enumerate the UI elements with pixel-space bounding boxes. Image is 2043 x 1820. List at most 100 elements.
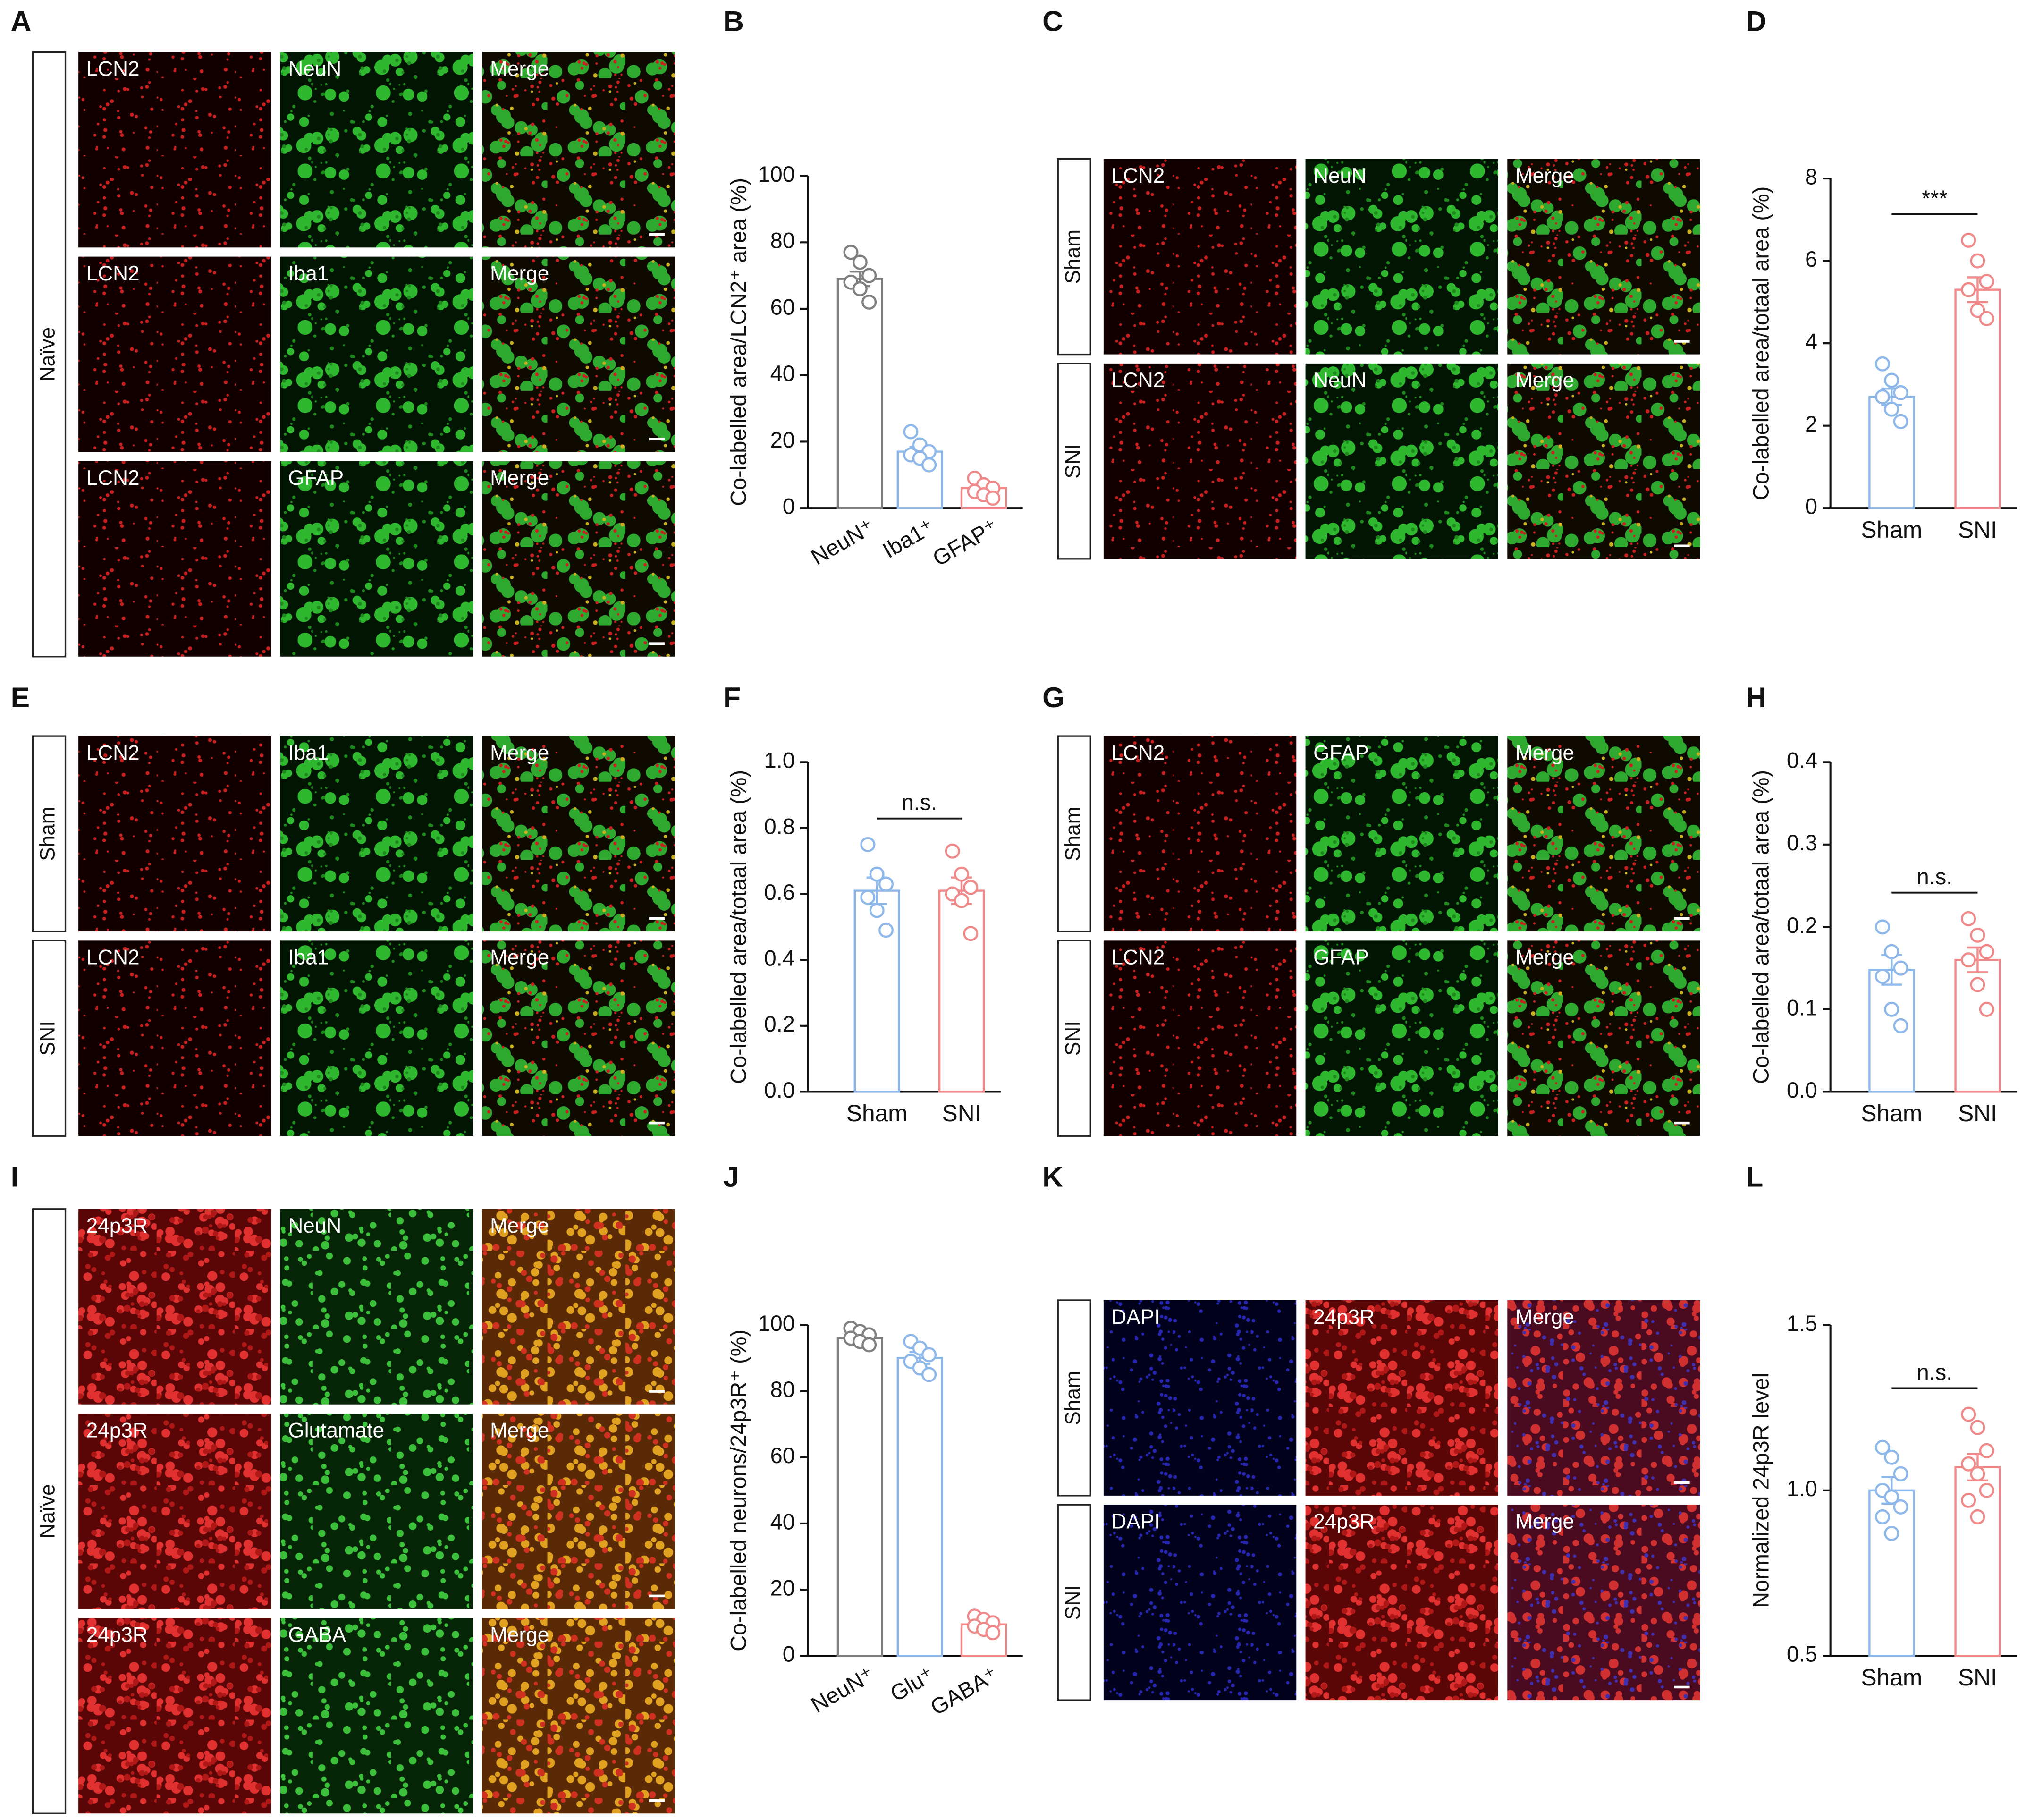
y-tick-label: 0.0 (1787, 1078, 1817, 1102)
y-tick-label: 20 (770, 428, 795, 452)
panel-letter: A (11, 5, 32, 37)
bar (836, 1337, 883, 1657)
bar (896, 1357, 943, 1657)
data-point (1961, 232, 1976, 248)
data-point (985, 1625, 1001, 1641)
data-point (1875, 919, 1891, 935)
micrograph (1103, 159, 1297, 355)
x-tick-label: SNI (1958, 516, 1997, 543)
data-point (1961, 1492, 1976, 1508)
micrograph (482, 940, 675, 1136)
micrograph (1305, 1300, 1498, 1496)
channel-label: GABA (288, 1624, 346, 1647)
channel-label: Merge (1515, 741, 1574, 764)
micrograph (1507, 940, 1700, 1136)
micrograph (78, 1209, 271, 1405)
bar (853, 889, 900, 1093)
data-point (861, 294, 877, 310)
x-tick-label: Sham (846, 1100, 908, 1126)
data-point (1884, 401, 1899, 417)
channel-label: Merge (1515, 369, 1574, 392)
channel-label: Merge (490, 262, 549, 285)
micrograph (482, 1414, 675, 1609)
panel-letter: C (1042, 5, 1063, 37)
micrograph (482, 461, 675, 657)
data-point (1970, 1420, 1985, 1435)
data-point (1979, 311, 1994, 326)
micrograph (1305, 940, 1498, 1136)
micrograph (1305, 1505, 1498, 1701)
data-point (1893, 414, 1908, 429)
data-point (1893, 960, 1908, 976)
micrograph (1507, 1300, 1700, 1496)
channel-label: 24p3R (86, 1624, 148, 1647)
micrograph (1507, 363, 1700, 559)
data-point (921, 457, 937, 473)
data-point (1884, 1001, 1899, 1017)
y-tick-label: 0 (783, 494, 795, 519)
y-tick-label: 1.0 (1787, 1476, 1817, 1501)
significance-label: *** (1922, 186, 1948, 211)
group-box (1057, 940, 1091, 1137)
group-label: Sham (1061, 806, 1084, 861)
data-point (921, 1367, 937, 1382)
y-axis-title: Co-labelled area/LCN2⁺ area (%) (726, 178, 751, 506)
y-tick-label: 0.8 (764, 814, 795, 838)
y-tick-label: 4 (1805, 330, 1817, 354)
y-tick-label: 2 (1805, 412, 1817, 436)
micrograph (78, 256, 271, 452)
group-label: SNI (36, 1021, 59, 1056)
channel-label: Merge (490, 946, 549, 969)
panel-letter: J (723, 1160, 739, 1193)
data-point (1893, 1466, 1908, 1481)
data-point (963, 926, 979, 941)
y-tick-label: 0.2 (1787, 913, 1817, 938)
channel-label: Merge (1515, 1510, 1574, 1533)
group-label: SNI (1061, 1585, 1084, 1620)
group-box (1057, 158, 1091, 356)
x-tick-label: Sham (1861, 1100, 1922, 1126)
y-tick-label: 1.5 (1787, 1311, 1817, 1336)
bar (938, 889, 985, 1093)
micrograph (280, 461, 473, 657)
data-point (1884, 372, 1899, 388)
y-tick-label: 0.4 (1787, 748, 1817, 773)
channel-label: Merge (490, 58, 549, 81)
group-box (1057, 1299, 1091, 1497)
channel-label: Merge (490, 1419, 549, 1442)
data-point (1884, 1449, 1899, 1465)
channel-label: GFAP (288, 466, 344, 490)
data-point (921, 1347, 937, 1363)
significance-label: n.s. (902, 790, 937, 815)
micrograph (1507, 1505, 1700, 1701)
group-box (1057, 735, 1091, 932)
data-point (1970, 977, 1985, 992)
y-tick-label: 100 (758, 1311, 795, 1336)
data-point (1979, 944, 1994, 959)
data-point (1970, 1509, 1985, 1524)
data-point (1884, 944, 1899, 959)
channel-label: LCN2 (86, 466, 140, 490)
y-tick-label: 1.0 (764, 748, 795, 773)
panel-letter: H (1746, 681, 1766, 713)
data-point (1970, 253, 1985, 269)
data-point (1893, 1018, 1908, 1033)
panel-letter: F (723, 681, 741, 713)
micrograph (1103, 940, 1297, 1136)
channel-label: Merge (1515, 164, 1574, 187)
y-tick-label: 60 (770, 1443, 795, 1468)
micrograph (482, 736, 675, 932)
channel-label: LCN2 (1111, 369, 1165, 392)
data-point (878, 876, 894, 892)
channel-label: LCN2 (86, 741, 140, 764)
bar (836, 278, 883, 509)
data-point (860, 837, 876, 852)
y-tick-label: 0.4 (764, 946, 795, 971)
x-tick-label: Sham (1861, 1664, 1922, 1691)
micrograph (482, 1618, 675, 1814)
channel-label: NeuN (288, 1214, 341, 1237)
data-point (1979, 1482, 1994, 1498)
channel-label: Iba1 (288, 946, 329, 969)
micrograph (1305, 363, 1498, 559)
micrograph (1507, 159, 1700, 355)
